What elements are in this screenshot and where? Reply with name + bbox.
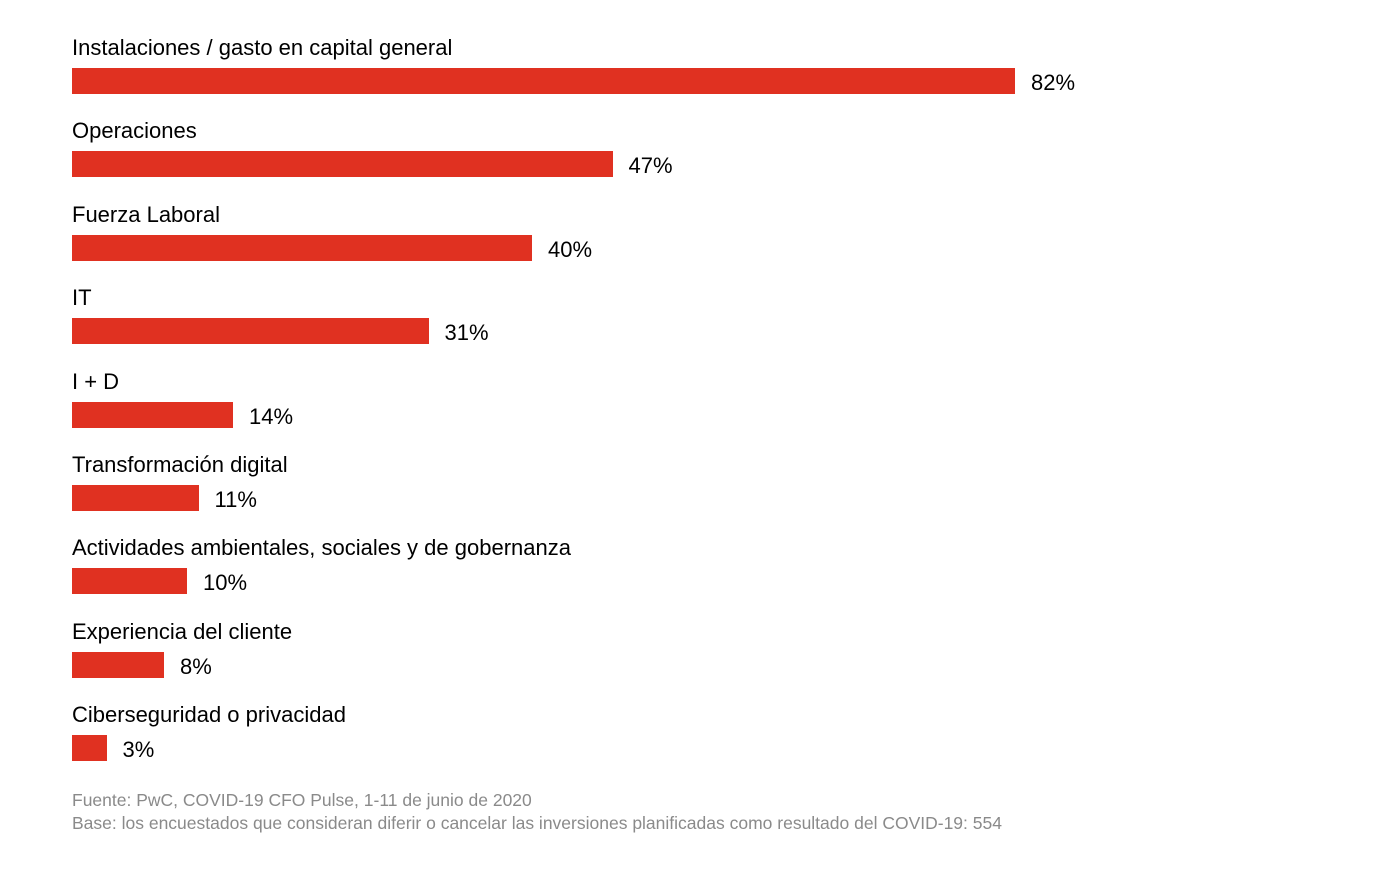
category-label: Transformación digital <box>72 452 288 477</box>
value-label: 47% <box>628 153 673 179</box>
bar <box>72 651 164 678</box>
value-label: 82% <box>1031 70 1076 95</box>
bar <box>72 151 613 178</box>
bar <box>72 735 107 762</box>
category-label: IT <box>72 285 92 311</box>
bar <box>72 234 532 261</box>
source-note: Fuente: PwC, COVID-19 CFO Pulse, 1-11 de… <box>72 790 532 810</box>
value-label: 14% <box>249 403 294 429</box>
value-label: 31% <box>444 320 489 346</box>
bar <box>72 401 233 428</box>
value-label: 10% <box>203 570 248 596</box>
bar <box>72 68 1015 94</box>
bar <box>72 485 199 511</box>
category-label: Experiencia del cliente <box>72 618 293 644</box>
value-label: 11% <box>214 487 257 512</box>
bar <box>72 568 187 595</box>
bar <box>72 318 429 345</box>
value-label: 8% <box>180 653 212 679</box>
category-label: Actividades ambientales, sociales y de g… <box>72 535 571 561</box>
category-label: Instalaciones / gasto en capital general <box>72 35 453 60</box>
base-note: Base: los encuestados que consideran dif… <box>72 813 1002 833</box>
category-label: Fuerza Laboral <box>72 201 220 227</box>
category-label: Operaciones <box>72 118 197 144</box>
value-label: 40% <box>548 236 593 262</box>
category-label: Ciberseguridad o privacidad <box>72 702 346 728</box>
category-label: I + D <box>72 368 120 394</box>
value-label: 3% <box>122 737 155 763</box>
